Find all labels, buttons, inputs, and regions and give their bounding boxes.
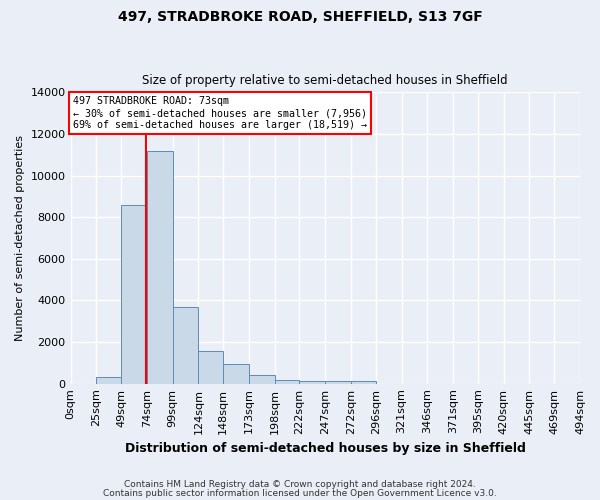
Bar — [97, 378, 121, 384]
Title: Size of property relative to semi-detached houses in Sheffield: Size of property relative to semi-detach… — [142, 74, 508, 87]
Bar — [325, 381, 351, 384]
Bar — [121, 204, 147, 384]
Text: 497, STRADBROKE ROAD, SHEFFIELD, S13 7GF: 497, STRADBROKE ROAD, SHEFFIELD, S13 7GF — [118, 10, 482, 24]
Bar — [249, 376, 275, 384]
Bar — [199, 352, 223, 384]
Bar — [351, 381, 376, 384]
Bar — [147, 150, 173, 384]
Text: Contains public sector information licensed under the Open Government Licence v3: Contains public sector information licen… — [103, 490, 497, 498]
Bar — [223, 364, 249, 384]
X-axis label: Distribution of semi-detached houses by size in Sheffield: Distribution of semi-detached houses by … — [125, 442, 526, 455]
Bar — [299, 381, 325, 384]
Bar — [275, 380, 299, 384]
Text: 497 STRADBROKE ROAD: 73sqm
← 30% of semi-detached houses are smaller (7,956)
69%: 497 STRADBROKE ROAD: 73sqm ← 30% of semi… — [73, 96, 367, 130]
Y-axis label: Number of semi-detached properties: Number of semi-detached properties — [15, 135, 25, 341]
Text: Contains HM Land Registry data © Crown copyright and database right 2024.: Contains HM Land Registry data © Crown c… — [124, 480, 476, 489]
Bar — [173, 306, 199, 384]
